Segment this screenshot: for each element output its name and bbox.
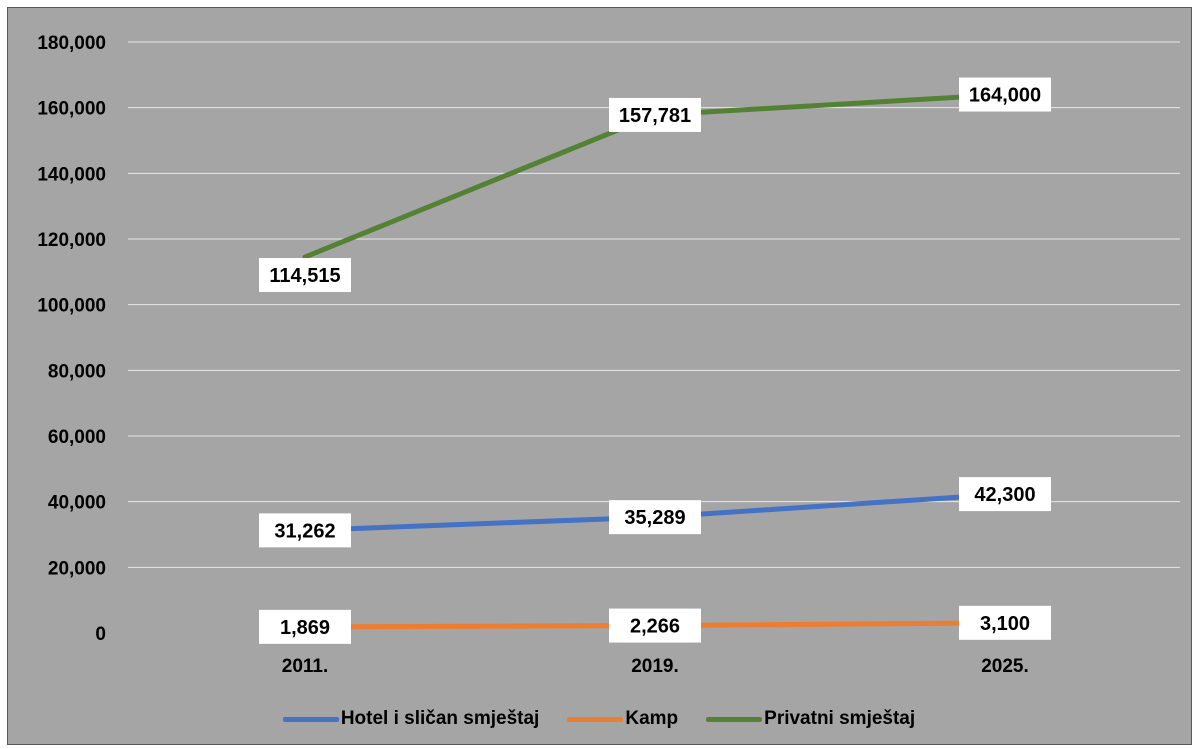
data-label: 35,289 bbox=[624, 507, 685, 529]
legend-swatch-privatni bbox=[706, 716, 763, 722]
data-label: 3,100 bbox=[980, 613, 1030, 635]
legend-item-hotel: Hotel i sličan smještaj bbox=[282, 708, 540, 730]
y-tick-label: 40,000 bbox=[48, 493, 106, 514]
data-label-box bbox=[959, 605, 1051, 640]
x-tick-label: 2019. bbox=[631, 656, 679, 677]
data-label: 31,262 bbox=[274, 520, 335, 542]
y-tick-label: 60,000 bbox=[48, 427, 106, 448]
data-label: 157,781 bbox=[619, 105, 691, 127]
y-tick-label: 100,000 bbox=[37, 296, 106, 317]
data-label: 1,869 bbox=[280, 617, 330, 639]
y-tick-label: 0 bbox=[95, 624, 106, 645]
data-label: 2,266 bbox=[630, 616, 680, 638]
data-label-box bbox=[609, 500, 701, 535]
data-label-box bbox=[959, 477, 1051, 512]
data-label: 42,300 bbox=[974, 484, 1035, 506]
legend: Hotel i sličan smještaj Kamp Privatni sm… bbox=[0, 706, 1198, 732]
y-tick-label: 20,000 bbox=[48, 558, 106, 579]
data-label-box bbox=[609, 608, 701, 643]
x-tick-label: 2011. bbox=[282, 656, 329, 677]
legend-item-privatni: Privatni smještaj bbox=[706, 708, 915, 730]
legend-item-kamp: Kamp bbox=[567, 708, 678, 730]
data-label-box bbox=[259, 609, 351, 644]
y-tick-label: 140,000 bbox=[37, 164, 106, 185]
data-labels: 31,262 35,289 42,300 1,869 2,266 3,100 114,515… bbox=[259, 77, 1051, 644]
series-lines bbox=[302, 92, 1008, 630]
data-label: 164,000 bbox=[969, 85, 1041, 107]
x-axis-ticks: 2011. 2019. 2025. bbox=[282, 656, 1029, 677]
legend-label-privatni: Privatni smještaj bbox=[764, 708, 916, 729]
legend-swatch-hotel bbox=[282, 716, 339, 722]
y-axis-ticks: 0 20,000 40,000 60,000 80,000 100,000 120,000 1… bbox=[37, 33, 106, 645]
data-label-box bbox=[259, 513, 351, 548]
y-tick-label: 80,000 bbox=[48, 361, 106, 382]
data-label-box bbox=[259, 258, 351, 293]
legend-label-hotel: Hotel i sličan smještaj bbox=[340, 708, 540, 729]
data-label: 114,515 bbox=[269, 265, 340, 287]
legend-label-kamp: Kamp bbox=[625, 708, 679, 729]
data-label-box bbox=[609, 97, 701, 132]
y-tick-label: 160,000 bbox=[37, 99, 106, 120]
x-tick-label: 2025. bbox=[981, 656, 1029, 677]
y-tick-label: 120,000 bbox=[37, 230, 106, 251]
legend-swatch-kamp bbox=[567, 716, 624, 722]
y-tick-label: 180,000 bbox=[37, 33, 106, 54]
data-label-box bbox=[959, 77, 1051, 112]
gridlines bbox=[128, 41, 1180, 568]
